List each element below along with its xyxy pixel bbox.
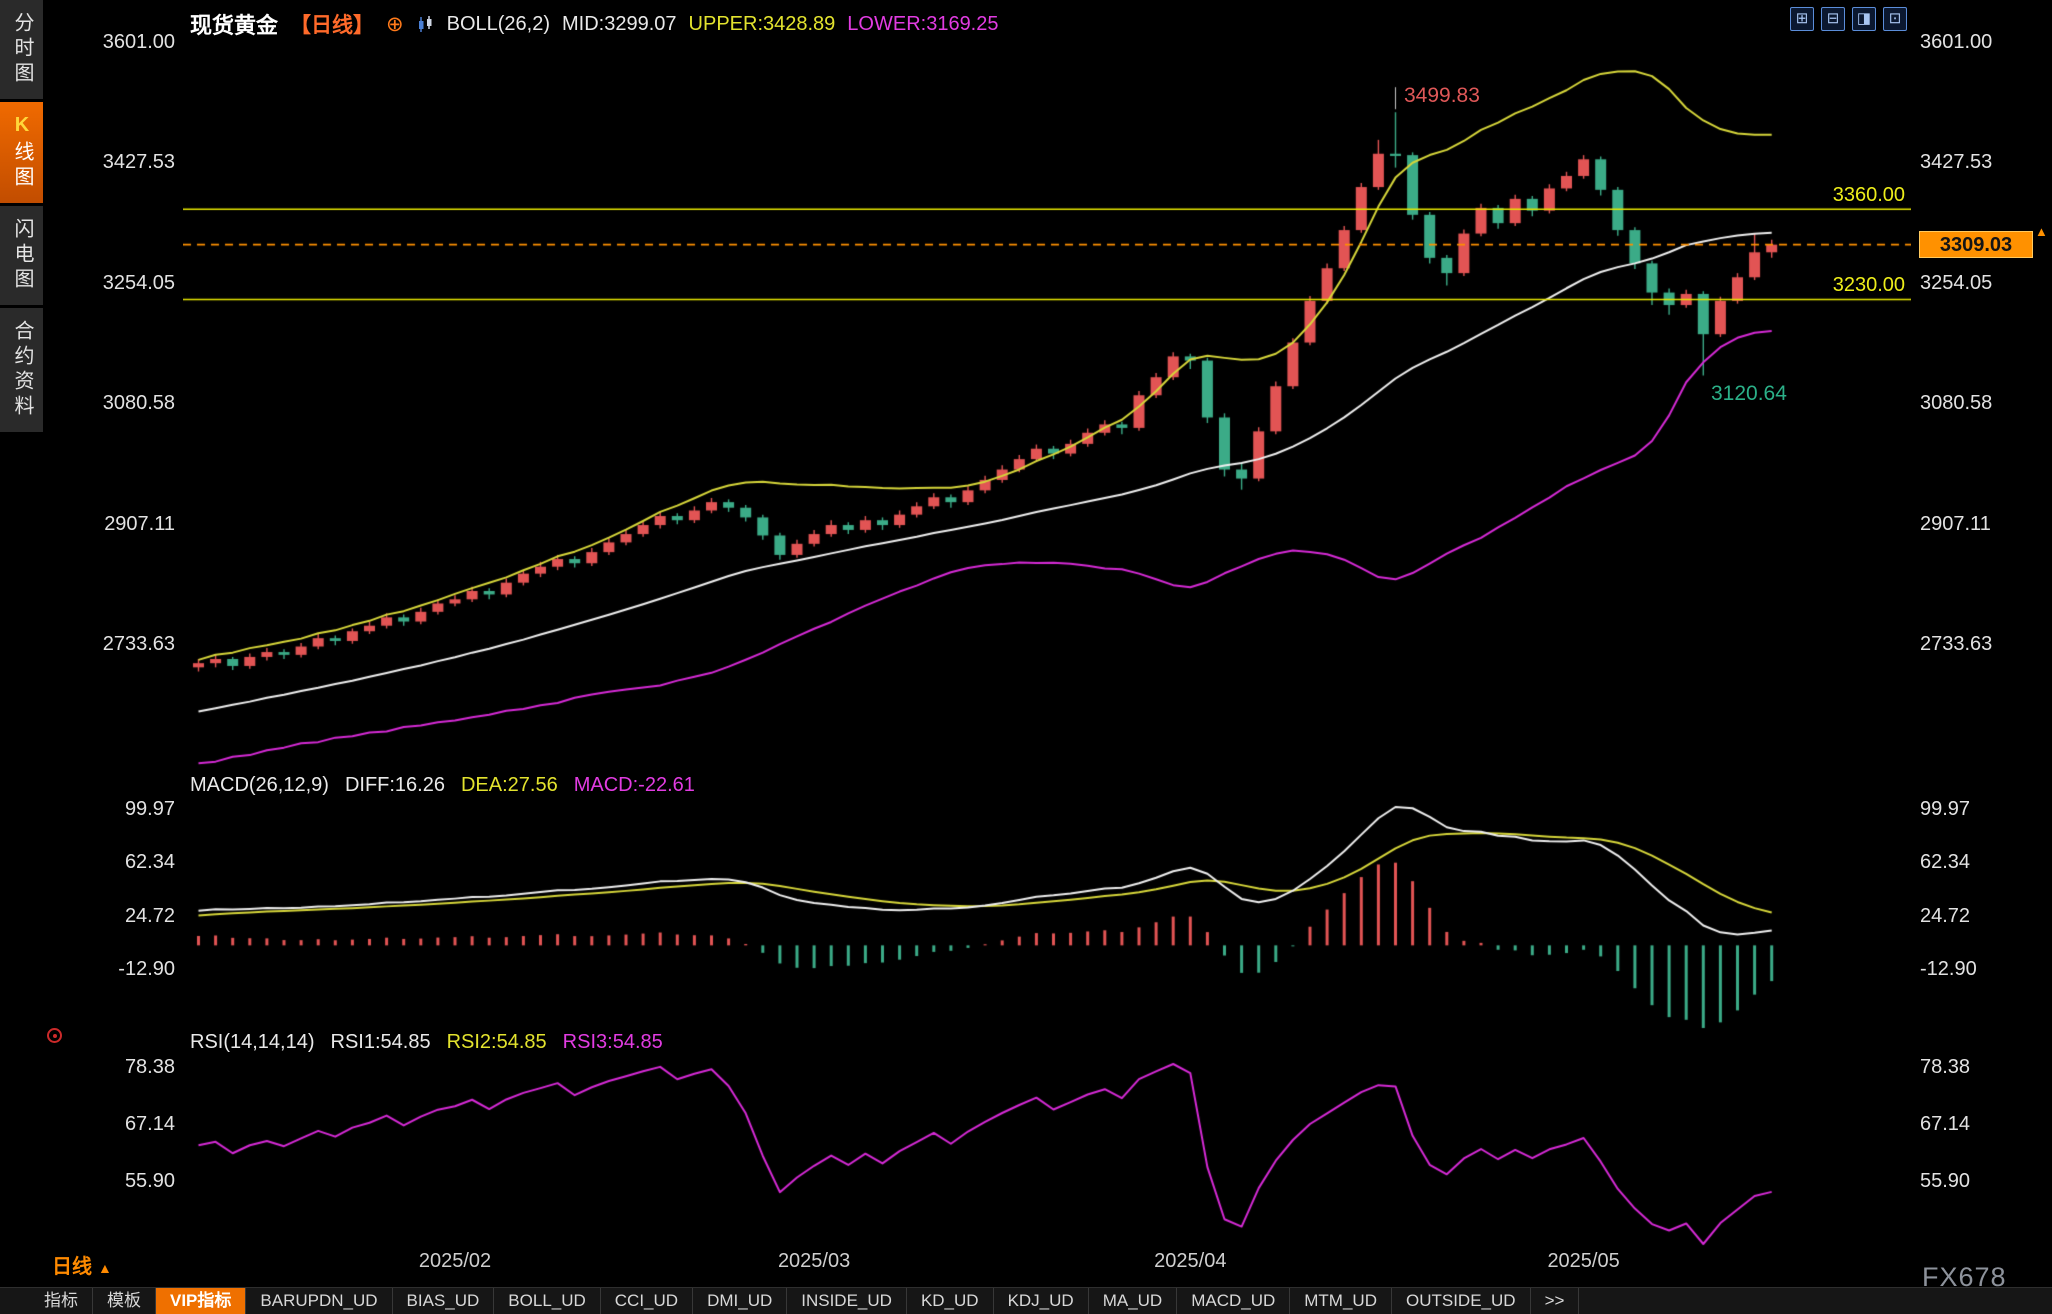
axis-tick-label: 62.34: [124, 851, 175, 874]
x-axis-month-label: 2025/05: [1547, 1250, 1620, 1272]
macd-dea-value: DEA:27.56: [460, 774, 558, 796]
axis-tick-label: 62.34: [1920, 851, 1971, 874]
cci-tab[interactable]: CCI_UD: [601, 1288, 694, 1314]
rsi-panel-canvas[interactable]: [183, 1052, 1911, 1257]
bias-tab[interactable]: BIAS_UD: [393, 1288, 495, 1314]
axis-tick-label: 24.72: [124, 904, 175, 927]
main-price-chart-canvas[interactable]: [183, 0, 1911, 780]
boll-lower-value: LOWER:3169.25: [847, 12, 999, 35]
x-axis-month-label: 2025/03: [777, 1250, 851, 1272]
period-indicator[interactable]: 日线 ▲: [52, 1250, 112, 1279]
sidebar-tab-lightning-chart[interactable]: 闪电图: [0, 206, 43, 305]
last-price-badge: 3309.03: [1919, 231, 2033, 258]
indicators-tab[interactable]: 指标: [30, 1288, 93, 1314]
layout-grid-icon[interactable]: ⊞: [1790, 7, 1814, 31]
left-sidebar: 分时图 K线图 闪电图 合约资料: [0, 0, 43, 1314]
window-layout-icons: ⊞ ⊟ ◨ ⊡: [1790, 7, 1907, 31]
boll-tab[interactable]: BOLL_UD: [494, 1288, 601, 1314]
axis-tick-label: 3254.05: [102, 271, 175, 294]
axis-tick-label: 99.97: [124, 798, 175, 820]
rsi-title: RSI(14,14,14): [190, 1031, 315, 1053]
axis-tick-label: 3601.00: [102, 31, 175, 53]
rsi3-value: RSI3:54.85: [562, 1031, 663, 1053]
boll-upper-value: UPPER:3428.89: [688, 12, 836, 35]
axis-tick-label: 3427.53: [1920, 151, 1993, 174]
boll-title: BOLL(26,2): [446, 12, 551, 35]
macd-title: MACD(26,12,9): [190, 774, 329, 796]
axis-tick-label: -12.90: [1920, 958, 1977, 981]
peak-price-annotation: 3499.83: [1404, 84, 1480, 107]
axis-tick-label: 3080.58: [1920, 392, 1993, 415]
outside-tab[interactable]: OUTSIDE_UD: [1392, 1288, 1531, 1314]
x-axis-month-label: 2025/04: [1154, 1250, 1227, 1272]
axis-tick-label: -12.90: [118, 958, 175, 981]
ma-tab[interactable]: MA_UD: [1089, 1288, 1178, 1314]
kd-tab[interactable]: KD_UD: [907, 1288, 994, 1314]
axis-tick-label: 24.72: [1920, 904, 1971, 927]
axis-tick-label: 2907.11: [1920, 512, 1991, 535]
inside-tab[interactable]: INSIDE_UD: [787, 1288, 907, 1314]
kdj-tab[interactable]: KDJ_UD: [994, 1288, 1089, 1314]
hline-lower-label: 3230.00: [1832, 274, 1905, 296]
sidebar-tab-contract-info[interactable]: 合约资料: [0, 308, 43, 432]
low-price-annotation: 3120.64: [1711, 382, 1787, 405]
axis-tick-label: 55.90: [124, 1170, 175, 1192]
vip-indicators-tab[interactable]: VIP指标: [156, 1288, 247, 1314]
period-tag[interactable]: 【日线】: [290, 14, 375, 37]
chart-header: 现货黄金 【日线】 ⊕ BOLL(26,2) MID:3299.07 UPPER…: [190, 8, 999, 40]
axis-tick-label: 99.97: [1920, 798, 1971, 820]
period-up-arrow-icon: ▲: [98, 1260, 112, 1276]
indicator-red-dot-icon[interactable]: [47, 1028, 62, 1043]
sidebar-tab-time-chart[interactable]: 分时图: [0, 0, 43, 99]
rsi1-value: RSI1:54.85: [330, 1031, 431, 1053]
hline-upper-label: 3360.00: [1832, 184, 1905, 206]
axis-tick-label: 2733.63: [1920, 633, 1993, 655]
layout-chart-icon[interactable]: ◨: [1852, 7, 1876, 31]
sidebar-tab-kline-rest: 线图: [11, 141, 33, 191]
kline-mini-icon: [416, 15, 435, 34]
layout-split-icon[interactable]: ⊟: [1821, 7, 1845, 31]
latest-price-arrow-icon[interactable]: ▲: [2035, 224, 2048, 239]
axis-tick-label: 3254.05: [1920, 271, 1993, 294]
symbol-name: 现货黄金: [190, 13, 279, 38]
axis-tick-label: 2907.11: [104, 512, 175, 535]
rsi2-value: RSI2:54.85: [446, 1031, 547, 1053]
sidebar-tab-kline-key: K: [11, 114, 33, 141]
compare-add-icon[interactable]: ⊕: [386, 12, 404, 36]
macd-panel-canvas[interactable]: [183, 795, 1911, 1040]
layout-expand-icon[interactable]: ⊡: [1883, 7, 1907, 31]
dmi-tab[interactable]: DMI_UD: [693, 1288, 788, 1314]
axis-tick-label: 55.90: [1920, 1170, 1971, 1192]
macd-macd-value: MACD:-22.61: [573, 774, 695, 796]
axis-tick-label: 3601.00: [1920, 31, 1993, 53]
barupdn-tab[interactable]: BARUPDN_UD: [246, 1288, 393, 1314]
templates-tab[interactable]: 模板: [93, 1288, 156, 1314]
x-axis-month-label: 2025/02: [418, 1250, 492, 1272]
bottom-toolbar: 指标 模板 VIP指标 BARUPDN_UD BIAS_UD BOLL_UD CCI_UD D…: [0, 1287, 2052, 1314]
period-indicator-label: 日线: [52, 1256, 92, 1278]
axis-tick-label: 3427.53: [102, 151, 175, 174]
boll-mid-value: MID:3299.07: [562, 12, 677, 35]
more-indicators-tab[interactable]: >>: [1531, 1288, 1580, 1314]
sidebar-tab-kline-chart[interactable]: K线图: [0, 102, 43, 203]
axis-tick-label: 67.14: [124, 1113, 175, 1135]
axis-tick-label: 78.38: [124, 1056, 175, 1078]
axis-tick-label: 78.38: [1920, 1056, 1971, 1078]
macd-tab[interactable]: MACD_UD: [1177, 1288, 1291, 1314]
rsi-header: RSI(14,14,14) RSI1:54.85 RSI2:54.85 RSI3…: [190, 1031, 663, 1054]
mtm-tab[interactable]: MTM_UD: [1290, 1288, 1392, 1314]
macd-header: MACD(26,12,9) DIFF:16.26 DEA:27.56 MACD:…: [190, 774, 695, 797]
axis-tick-label: 67.14: [1920, 1113, 1971, 1135]
axis-tick-label: 3080.58: [102, 392, 175, 415]
macd-diff-value: DIFF:16.26: [344, 774, 445, 796]
axis-tick-label: 2733.63: [102, 633, 175, 655]
